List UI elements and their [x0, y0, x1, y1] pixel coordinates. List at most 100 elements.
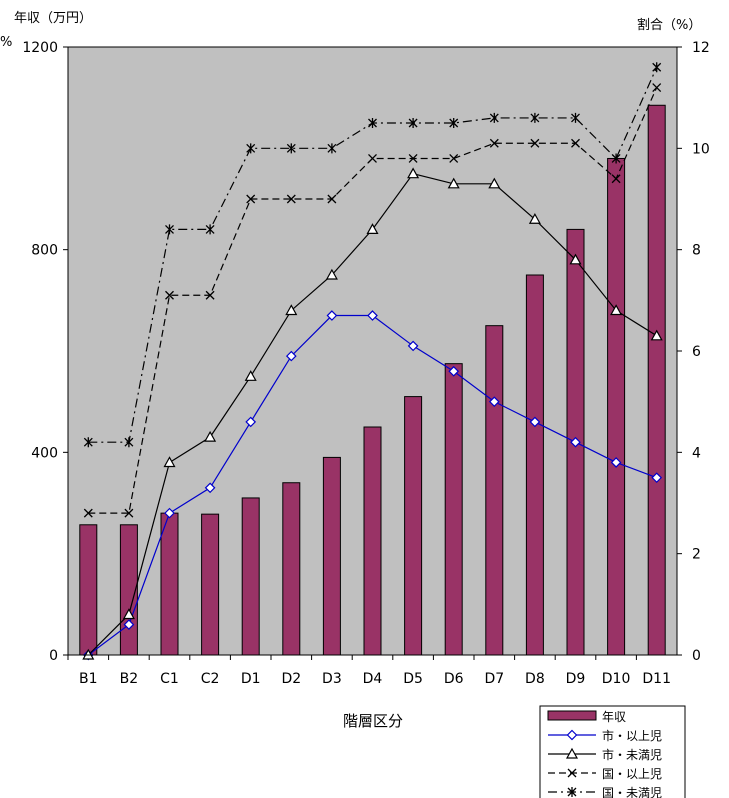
point-C2	[204, 482, 216, 494]
point-D6	[447, 177, 460, 189]
point-D2	[286, 143, 296, 154]
point-B1	[83, 508, 93, 518]
bar-C1	[160, 512, 179, 656]
axes: 0 400 800 1200 0 2 4 6 8 10 12 B1 B2 C1 C2 D1 D2 D3 D4 D5 D6…	[22, 40, 709, 687]
x-tick-label: D2	[281, 671, 301, 687]
point-D4	[368, 154, 377, 163]
point-D4	[367, 310, 378, 321]
point-D1	[245, 416, 257, 428]
x-tick-label: B1	[79, 671, 98, 687]
right-tick-label: 6	[692, 344, 701, 360]
legend-label: 国・未満児	[602, 786, 662, 798]
point-B1	[83, 437, 93, 448]
point-D7	[488, 177, 501, 189]
point-D7	[489, 112, 499, 123]
right-tick-label: 4	[692, 445, 701, 461]
legend-marker	[567, 787, 577, 797]
point-D8	[530, 138, 540, 148]
x-tick-label: D10	[602, 671, 631, 687]
legend-swatch	[547, 710, 597, 721]
x-tick-label: D7	[484, 671, 504, 687]
bar-D6	[444, 363, 463, 656]
point-D9	[569, 253, 582, 265]
x-tick-label: D5	[403, 671, 423, 687]
line-series-4	[83, 62, 662, 448]
point-D10	[610, 457, 622, 468]
point-C1	[165, 224, 174, 235]
point-D7	[488, 396, 500, 408]
left-tick-label: 400	[31, 445, 58, 461]
bar-D5	[404, 396, 423, 656]
line-series-group	[82, 62, 663, 661]
point-D9	[571, 112, 580, 123]
right-tick-label: 2	[692, 547, 701, 563]
point-D8	[529, 416, 541, 428]
bar-C2	[201, 513, 220, 656]
point-C1	[165, 290, 174, 300]
legend-label: 市・未満児	[602, 747, 662, 762]
point-D10	[611, 174, 621, 184]
point-D8	[530, 112, 540, 123]
legend-item: 国・以上児	[548, 767, 662, 781]
point-D10	[611, 153, 621, 164]
point-B2	[124, 437, 134, 448]
x-tick-label: D8	[525, 671, 545, 687]
legend-label: 年収	[602, 710, 626, 724]
point-D6	[448, 365, 460, 377]
right-tick-label: 12	[692, 40, 710, 56]
left-tick-label: 0	[49, 648, 58, 664]
bar-D1	[241, 497, 260, 656]
point-D3	[327, 194, 337, 204]
point-D5	[408, 118, 418, 128]
line-series-3	[83, 83, 662, 518]
left-tick-label: 800	[31, 243, 58, 259]
point-D8	[528, 213, 541, 224]
bar-B1	[79, 524, 98, 656]
bar-D3	[322, 456, 341, 656]
legend-marker	[567, 768, 577, 778]
legend-label: 市・以上児	[602, 728, 662, 743]
x-tick-label: C1	[160, 671, 179, 687]
bar-D2	[282, 482, 301, 656]
point-D4	[368, 118, 377, 128]
right-tick-label: 0	[692, 648, 701, 664]
point-D7	[489, 138, 499, 148]
x-tick-label: D1	[241, 671, 261, 687]
x-tick-label: D9	[566, 671, 586, 687]
bar-D11	[647, 104, 666, 656]
legend-label: 国・以上児	[602, 767, 662, 781]
point-D11	[651, 472, 663, 484]
legend-item: 国・未満児	[548, 786, 662, 798]
point-D10	[610, 304, 623, 316]
x-tick-label: D4	[363, 671, 383, 687]
point-B2	[123, 619, 135, 630]
point-D11	[652, 62, 662, 73]
x-tick-label: D11	[642, 671, 671, 687]
point-D3	[326, 310, 338, 321]
point-D1	[246, 143, 256, 154]
point-D4	[366, 223, 379, 234]
point-D3	[327, 143, 337, 154]
point-B2	[122, 608, 135, 620]
legend-marker	[566, 729, 578, 741]
point-D2	[285, 350, 297, 362]
point-C1	[163, 456, 176, 468]
point-D6	[449, 118, 459, 128]
right-tick-label: 10	[692, 141, 710, 157]
legend-marker	[565, 747, 579, 759]
bar-D8	[525, 274, 544, 656]
left-axis-title: 年収（万円）	[14, 11, 92, 26]
point-B2	[124, 508, 134, 518]
right-tick-label: 8	[692, 243, 701, 259]
point-D2	[286, 194, 296, 204]
x-tick-label: C2	[201, 671, 220, 687]
x-tick-label: B2	[120, 671, 139, 687]
legend-item: 年収	[547, 710, 626, 724]
legend-box	[539, 705, 686, 798]
point-C2	[205, 224, 215, 235]
point-D1	[244, 370, 257, 381]
x-tick-label: D6	[444, 671, 464, 687]
point-D5	[407, 167, 420, 179]
